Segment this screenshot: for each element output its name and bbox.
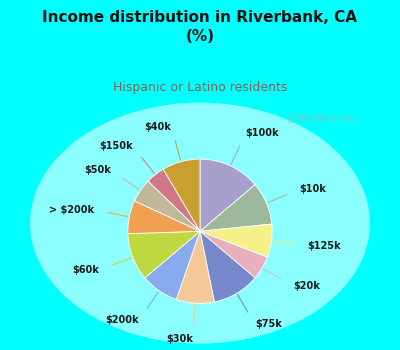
Wedge shape (148, 169, 200, 231)
Wedge shape (145, 231, 200, 300)
Wedge shape (200, 231, 267, 278)
Text: $125k: $125k (307, 241, 341, 251)
Wedge shape (200, 159, 255, 231)
Wedge shape (200, 231, 255, 302)
Text: $40k: $40k (144, 122, 172, 132)
Wedge shape (128, 201, 200, 234)
Text: $60k: $60k (72, 265, 99, 275)
Wedge shape (128, 231, 200, 278)
Text: $150k: $150k (99, 141, 133, 151)
Text: $20k: $20k (293, 281, 320, 292)
Wedge shape (200, 185, 272, 231)
Text: ⌖ City-Data.com: ⌖ City-Data.com (288, 114, 356, 123)
Wedge shape (163, 159, 200, 231)
Text: Income distribution in Riverbank, CA
(%): Income distribution in Riverbank, CA (%) (42, 10, 358, 44)
Text: > $200k: > $200k (49, 205, 94, 215)
Text: $200k: $200k (105, 315, 139, 326)
Wedge shape (134, 181, 200, 231)
Text: $75k: $75k (255, 320, 282, 329)
Text: $30k: $30k (166, 334, 193, 344)
Wedge shape (200, 224, 272, 257)
Wedge shape (176, 231, 214, 303)
Text: Hispanic or Latino residents: Hispanic or Latino residents (113, 80, 287, 93)
Ellipse shape (30, 103, 370, 344)
Text: $50k: $50k (84, 165, 111, 175)
Text: $100k: $100k (246, 128, 279, 138)
Text: $10k: $10k (300, 184, 326, 194)
